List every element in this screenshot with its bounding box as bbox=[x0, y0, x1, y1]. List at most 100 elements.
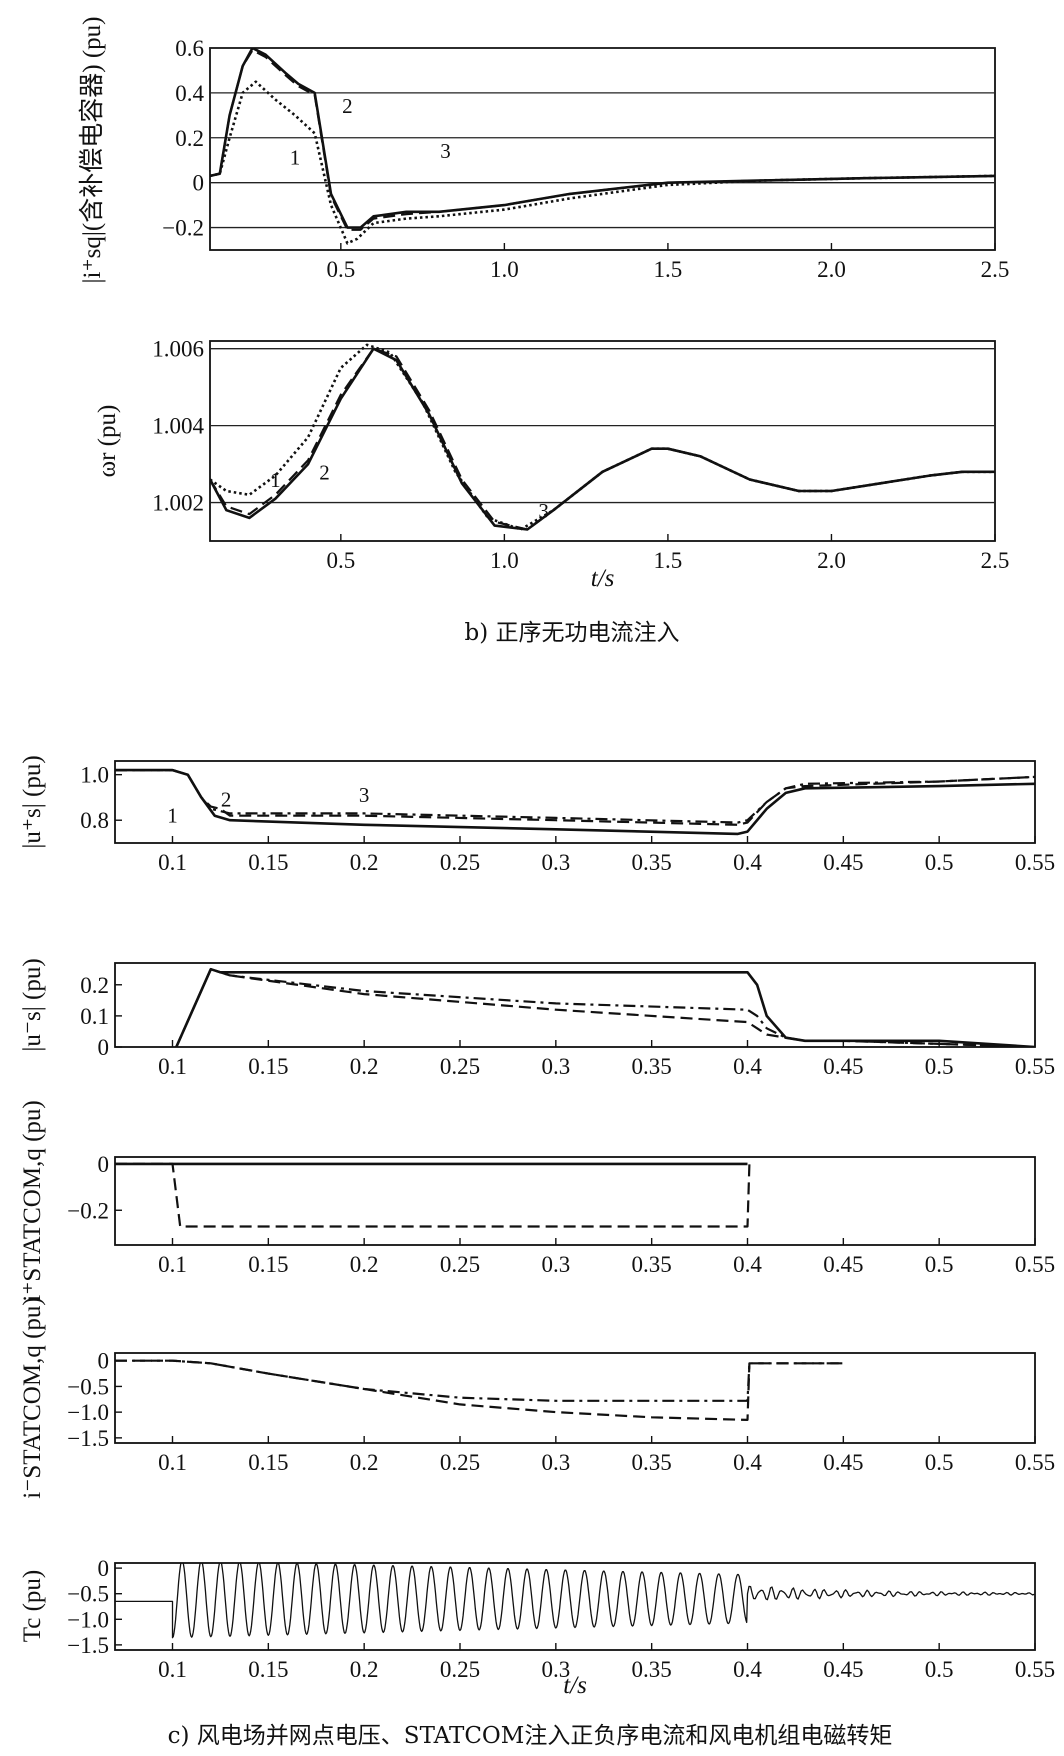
series-group bbox=[115, 1563, 1035, 1639]
x-tick-label: 0.3 bbox=[541, 1252, 570, 1277]
curve-annotation: 3 bbox=[359, 783, 370, 807]
plot-c-statcom-pos: −0.2 0 0.1 0.15 0.2 0.25 0.3 0.35 0.4 0.45 0.5 0.55… bbox=[19, 1100, 1055, 1301]
x-tick-label: 0.5 bbox=[925, 1054, 954, 1079]
y-tick-label: 1.006 bbox=[152, 337, 204, 362]
x-tick-label: 0.55 bbox=[1015, 1252, 1055, 1277]
x-tick-label: 0.15 bbox=[248, 1054, 288, 1079]
y-tick-label: −0.5 bbox=[67, 1374, 109, 1399]
x-tick-label: 0.25 bbox=[440, 1450, 480, 1475]
plot-frame bbox=[114, 1562, 1036, 1651]
plot-c-voltage-pos: 0.8 1.0 0.1 0.15 0.2 0.25 0.3 0.35 0.4 0.45 0.5 0.5… bbox=[19, 755, 1055, 875]
plot-b-current: −0.2 0 0.2 0.4 0.6 0.5 1.0 1.5 2.0 2.5 |i⁺sq|(含补偿电… bbox=[78, 17, 1009, 284]
y-tick-label: 0.1 bbox=[80, 1004, 109, 1029]
series-line-1 bbox=[175, 967, 1035, 1047]
curve-annotation: 1 bbox=[290, 146, 301, 170]
plot-c-statcom-neg: −1.5−1.0−0.50 0.1 0.15 0.2 0.25 0.3 0.35 0.4 0.4… bbox=[19, 1297, 1055, 1498]
x-tick-label: 0.45 bbox=[823, 1450, 863, 1475]
x-tick-label: 0.15 bbox=[248, 1657, 288, 1682]
x-tick-label: 0.5 bbox=[326, 548, 355, 573]
x-tick-label: 2.0 bbox=[817, 548, 846, 573]
y-axis-label: i⁺STATCOM,q (pu) bbox=[19, 1100, 46, 1301]
x-tick-label: 0.5 bbox=[326, 257, 355, 282]
x-tick-label: 1.5 bbox=[654, 548, 683, 573]
y-tick-label: 0 bbox=[98, 1556, 110, 1581]
x-tick-label: 0.5 bbox=[925, 1450, 954, 1475]
x-tick-label: 0.55 bbox=[1015, 1657, 1055, 1682]
y-tick-label: −1.0 bbox=[67, 1607, 109, 1632]
series-line-3 bbox=[210, 347, 995, 531]
curve-annotation: 2 bbox=[221, 788, 232, 812]
plot-frame bbox=[209, 47, 996, 251]
x-tick-label: 0.1 bbox=[158, 1252, 187, 1277]
x-tick-label: 0.25 bbox=[440, 1054, 480, 1079]
x-tick-label: 0.55 bbox=[1015, 1054, 1055, 1079]
x-tick-label: 0.5 bbox=[925, 1252, 954, 1277]
series-group bbox=[210, 343, 995, 531]
x-tick-label: 2.5 bbox=[981, 257, 1010, 282]
y-axis-label: |u⁺s| (pu) bbox=[19, 755, 46, 848]
y-tick-label: −1.5 bbox=[67, 1633, 109, 1658]
x-tick-label: 0.2 bbox=[350, 1657, 379, 1682]
y-tick-label: −1.5 bbox=[67, 1426, 109, 1451]
y-axis-label: |i⁺sq|(含补偿电容器) (pu) bbox=[78, 17, 106, 284]
x-tick-label: 0.25 bbox=[440, 1657, 480, 1682]
x-axis-label: t/s bbox=[591, 565, 615, 592]
series-line-1 bbox=[115, 768, 1035, 836]
x-tick-label: 0.4 bbox=[733, 1657, 762, 1682]
series-group bbox=[175, 967, 1035, 1047]
x-tick-label: 0.3 bbox=[541, 1054, 570, 1079]
y-tick-label: 0.4 bbox=[175, 81, 204, 106]
x-tick-label: 0.35 bbox=[632, 1054, 672, 1079]
plot-frame bbox=[114, 1156, 1036, 1246]
x-tick-label: 0.25 bbox=[440, 1252, 480, 1277]
y-tick-label: 0 bbox=[98, 1035, 110, 1060]
plot-c-voltage-neg: 0 0.1 0.2 0.1 0.15 0.2 0.25 0.3 0.35 0.4 0.45 0.5 0.… bbox=[19, 958, 1055, 1079]
x-axis-label: t/s bbox=[563, 1672, 587, 1699]
curve-annotation: 1 bbox=[167, 804, 178, 828]
plot-b-speed: 1.002 1.004 1.006 0.5 1.0 1.5 2.0 2.5 ωr (pu) t/s… bbox=[94, 337, 1009, 592]
x-tick-label: 0.3 bbox=[541, 850, 570, 875]
y-axis-label: i⁻STATCOM,q (pu) bbox=[19, 1297, 46, 1498]
series-line-1 bbox=[210, 343, 995, 531]
series-group bbox=[115, 768, 1035, 836]
x-tick-label: 0.3 bbox=[541, 1450, 570, 1475]
curve-annotation: 2 bbox=[319, 460, 330, 484]
series-line-2 bbox=[115, 769, 1035, 826]
x-tick-label: 1.0 bbox=[490, 257, 519, 282]
y-tick-label: 1.002 bbox=[152, 491, 204, 516]
x-tick-label: 0.4 bbox=[733, 1252, 762, 1277]
x-tick-label: 0.1 bbox=[158, 1450, 187, 1475]
x-tick-label: 0.35 bbox=[632, 850, 672, 875]
series-line-dashdot bbox=[115, 1359, 844, 1402]
x-tick-label: 0.4 bbox=[733, 1450, 762, 1475]
y-tick-label: 0 bbox=[98, 1152, 110, 1177]
x-tick-label: 0.15 bbox=[248, 850, 288, 875]
plot-frame bbox=[114, 1352, 1036, 1444]
series-line-2 bbox=[175, 968, 1035, 1047]
x-tick-label: 0.45 bbox=[823, 1252, 863, 1277]
y-tick-label: −0.2 bbox=[67, 1198, 109, 1223]
series-line-3 bbox=[115, 769, 1035, 824]
x-tick-label: 0.55 bbox=[1015, 1450, 1055, 1475]
series-line-dashed bbox=[115, 1359, 844, 1421]
series-line-dashed bbox=[115, 1162, 751, 1228]
x-tick-label: 0.2 bbox=[350, 1252, 379, 1277]
x-tick-label: 0.45 bbox=[823, 1657, 863, 1682]
x-tick-label: 1.5 bbox=[654, 257, 683, 282]
x-tick-label: 2.0 bbox=[817, 257, 846, 282]
series-group bbox=[115, 1359, 844, 1421]
x-tick-label: 0.1 bbox=[158, 1054, 187, 1079]
x-tick-label: 0.45 bbox=[823, 1054, 863, 1079]
x-tick-label: 0.55 bbox=[1015, 850, 1055, 875]
x-tick-label: 0.1 bbox=[158, 1657, 187, 1682]
x-tick-label: 0.35 bbox=[632, 1450, 672, 1475]
y-tick-label: 0 bbox=[193, 171, 205, 196]
y-tick-label: 1.0 bbox=[80, 763, 109, 788]
y-tick-label: 0 bbox=[98, 1349, 110, 1374]
x-tick-label: 0.5 bbox=[925, 850, 954, 875]
y-tick-label: 0.6 bbox=[175, 36, 204, 61]
y-tick-label: −0.5 bbox=[67, 1582, 109, 1607]
x-tick-label: 0.25 bbox=[440, 850, 480, 875]
x-tick-label: 2.5 bbox=[981, 548, 1010, 573]
series-group bbox=[115, 1162, 751, 1228]
